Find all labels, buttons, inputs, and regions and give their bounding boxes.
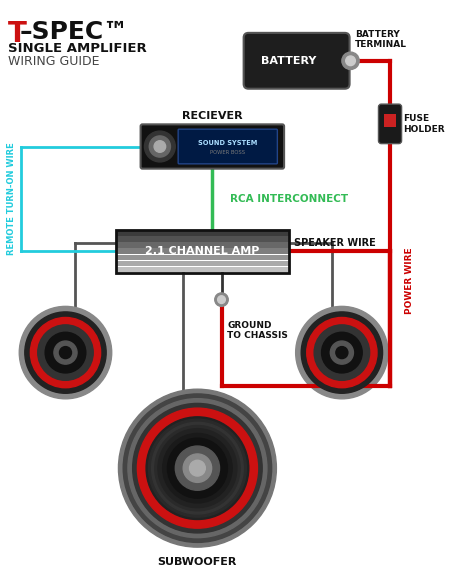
Circle shape xyxy=(322,332,362,373)
FancyBboxPatch shape xyxy=(178,129,277,164)
Circle shape xyxy=(59,347,72,358)
Circle shape xyxy=(128,398,267,538)
Circle shape xyxy=(137,408,257,528)
Circle shape xyxy=(123,394,272,542)
Circle shape xyxy=(19,306,112,399)
Circle shape xyxy=(158,429,237,508)
Text: BATTERY: BATTERY xyxy=(261,56,317,66)
Circle shape xyxy=(148,419,247,517)
Circle shape xyxy=(133,404,262,533)
FancyBboxPatch shape xyxy=(140,124,284,169)
Text: REMOTE TURN-ON WIRE: REMOTE TURN-ON WIRE xyxy=(7,143,16,255)
Bar xyxy=(384,114,396,127)
Circle shape xyxy=(155,426,240,511)
Circle shape xyxy=(189,461,205,476)
FancyBboxPatch shape xyxy=(378,104,401,144)
Circle shape xyxy=(118,389,276,547)
Circle shape xyxy=(38,325,93,380)
Text: POWER WIRE: POWER WIRE xyxy=(405,247,414,314)
Text: SPEAKER WIRE: SPEAKER WIRE xyxy=(294,238,375,248)
Circle shape xyxy=(314,325,369,380)
Circle shape xyxy=(154,141,166,153)
Circle shape xyxy=(167,438,227,498)
Circle shape xyxy=(301,312,382,393)
Circle shape xyxy=(54,341,77,364)
Circle shape xyxy=(330,341,353,364)
Circle shape xyxy=(296,306,388,399)
Circle shape xyxy=(215,293,228,306)
Circle shape xyxy=(149,136,171,157)
Text: RCA INTERCONNECT: RCA INTERCONNECT xyxy=(230,194,348,204)
Circle shape xyxy=(163,433,232,503)
Text: POWER BOSS: POWER BOSS xyxy=(210,150,245,155)
Text: GROUND
TO CHASSIS: GROUND TO CHASSIS xyxy=(227,321,288,340)
FancyBboxPatch shape xyxy=(243,33,350,89)
Circle shape xyxy=(307,317,377,387)
Circle shape xyxy=(144,131,175,162)
Text: SINGLE AMPLIFIER: SINGLE AMPLIFIER xyxy=(8,42,146,56)
Circle shape xyxy=(218,296,225,303)
Text: SUBWOOFER: SUBWOOFER xyxy=(158,557,237,567)
Circle shape xyxy=(45,332,86,373)
Bar xyxy=(116,255,289,260)
Bar xyxy=(116,267,289,272)
Text: T: T xyxy=(8,20,27,48)
Text: 2.1 CHANNEL AMP: 2.1 CHANNEL AMP xyxy=(145,246,260,256)
Circle shape xyxy=(183,454,211,483)
Text: SOUND SYSTEM: SOUND SYSTEM xyxy=(198,140,257,146)
Bar xyxy=(116,260,289,266)
Text: FUSE
HOLDER: FUSE HOLDER xyxy=(404,114,445,133)
Circle shape xyxy=(30,317,101,387)
Text: BATTERY
TERMINAL: BATTERY TERMINAL xyxy=(356,30,407,49)
Text: WIRING GUIDE: WIRING GUIDE xyxy=(8,55,99,68)
Text: RECIEVER: RECIEVER xyxy=(182,111,243,121)
Circle shape xyxy=(152,422,243,514)
Bar xyxy=(116,236,289,242)
Bar xyxy=(116,230,289,236)
Bar xyxy=(116,248,289,254)
Circle shape xyxy=(336,347,348,358)
Bar xyxy=(116,242,289,248)
Circle shape xyxy=(146,417,249,520)
Circle shape xyxy=(342,52,359,70)
Text: –SPEC™: –SPEC™ xyxy=(19,20,129,44)
Bar xyxy=(116,230,289,273)
Circle shape xyxy=(346,56,356,66)
Circle shape xyxy=(176,446,220,490)
Circle shape xyxy=(25,312,106,393)
